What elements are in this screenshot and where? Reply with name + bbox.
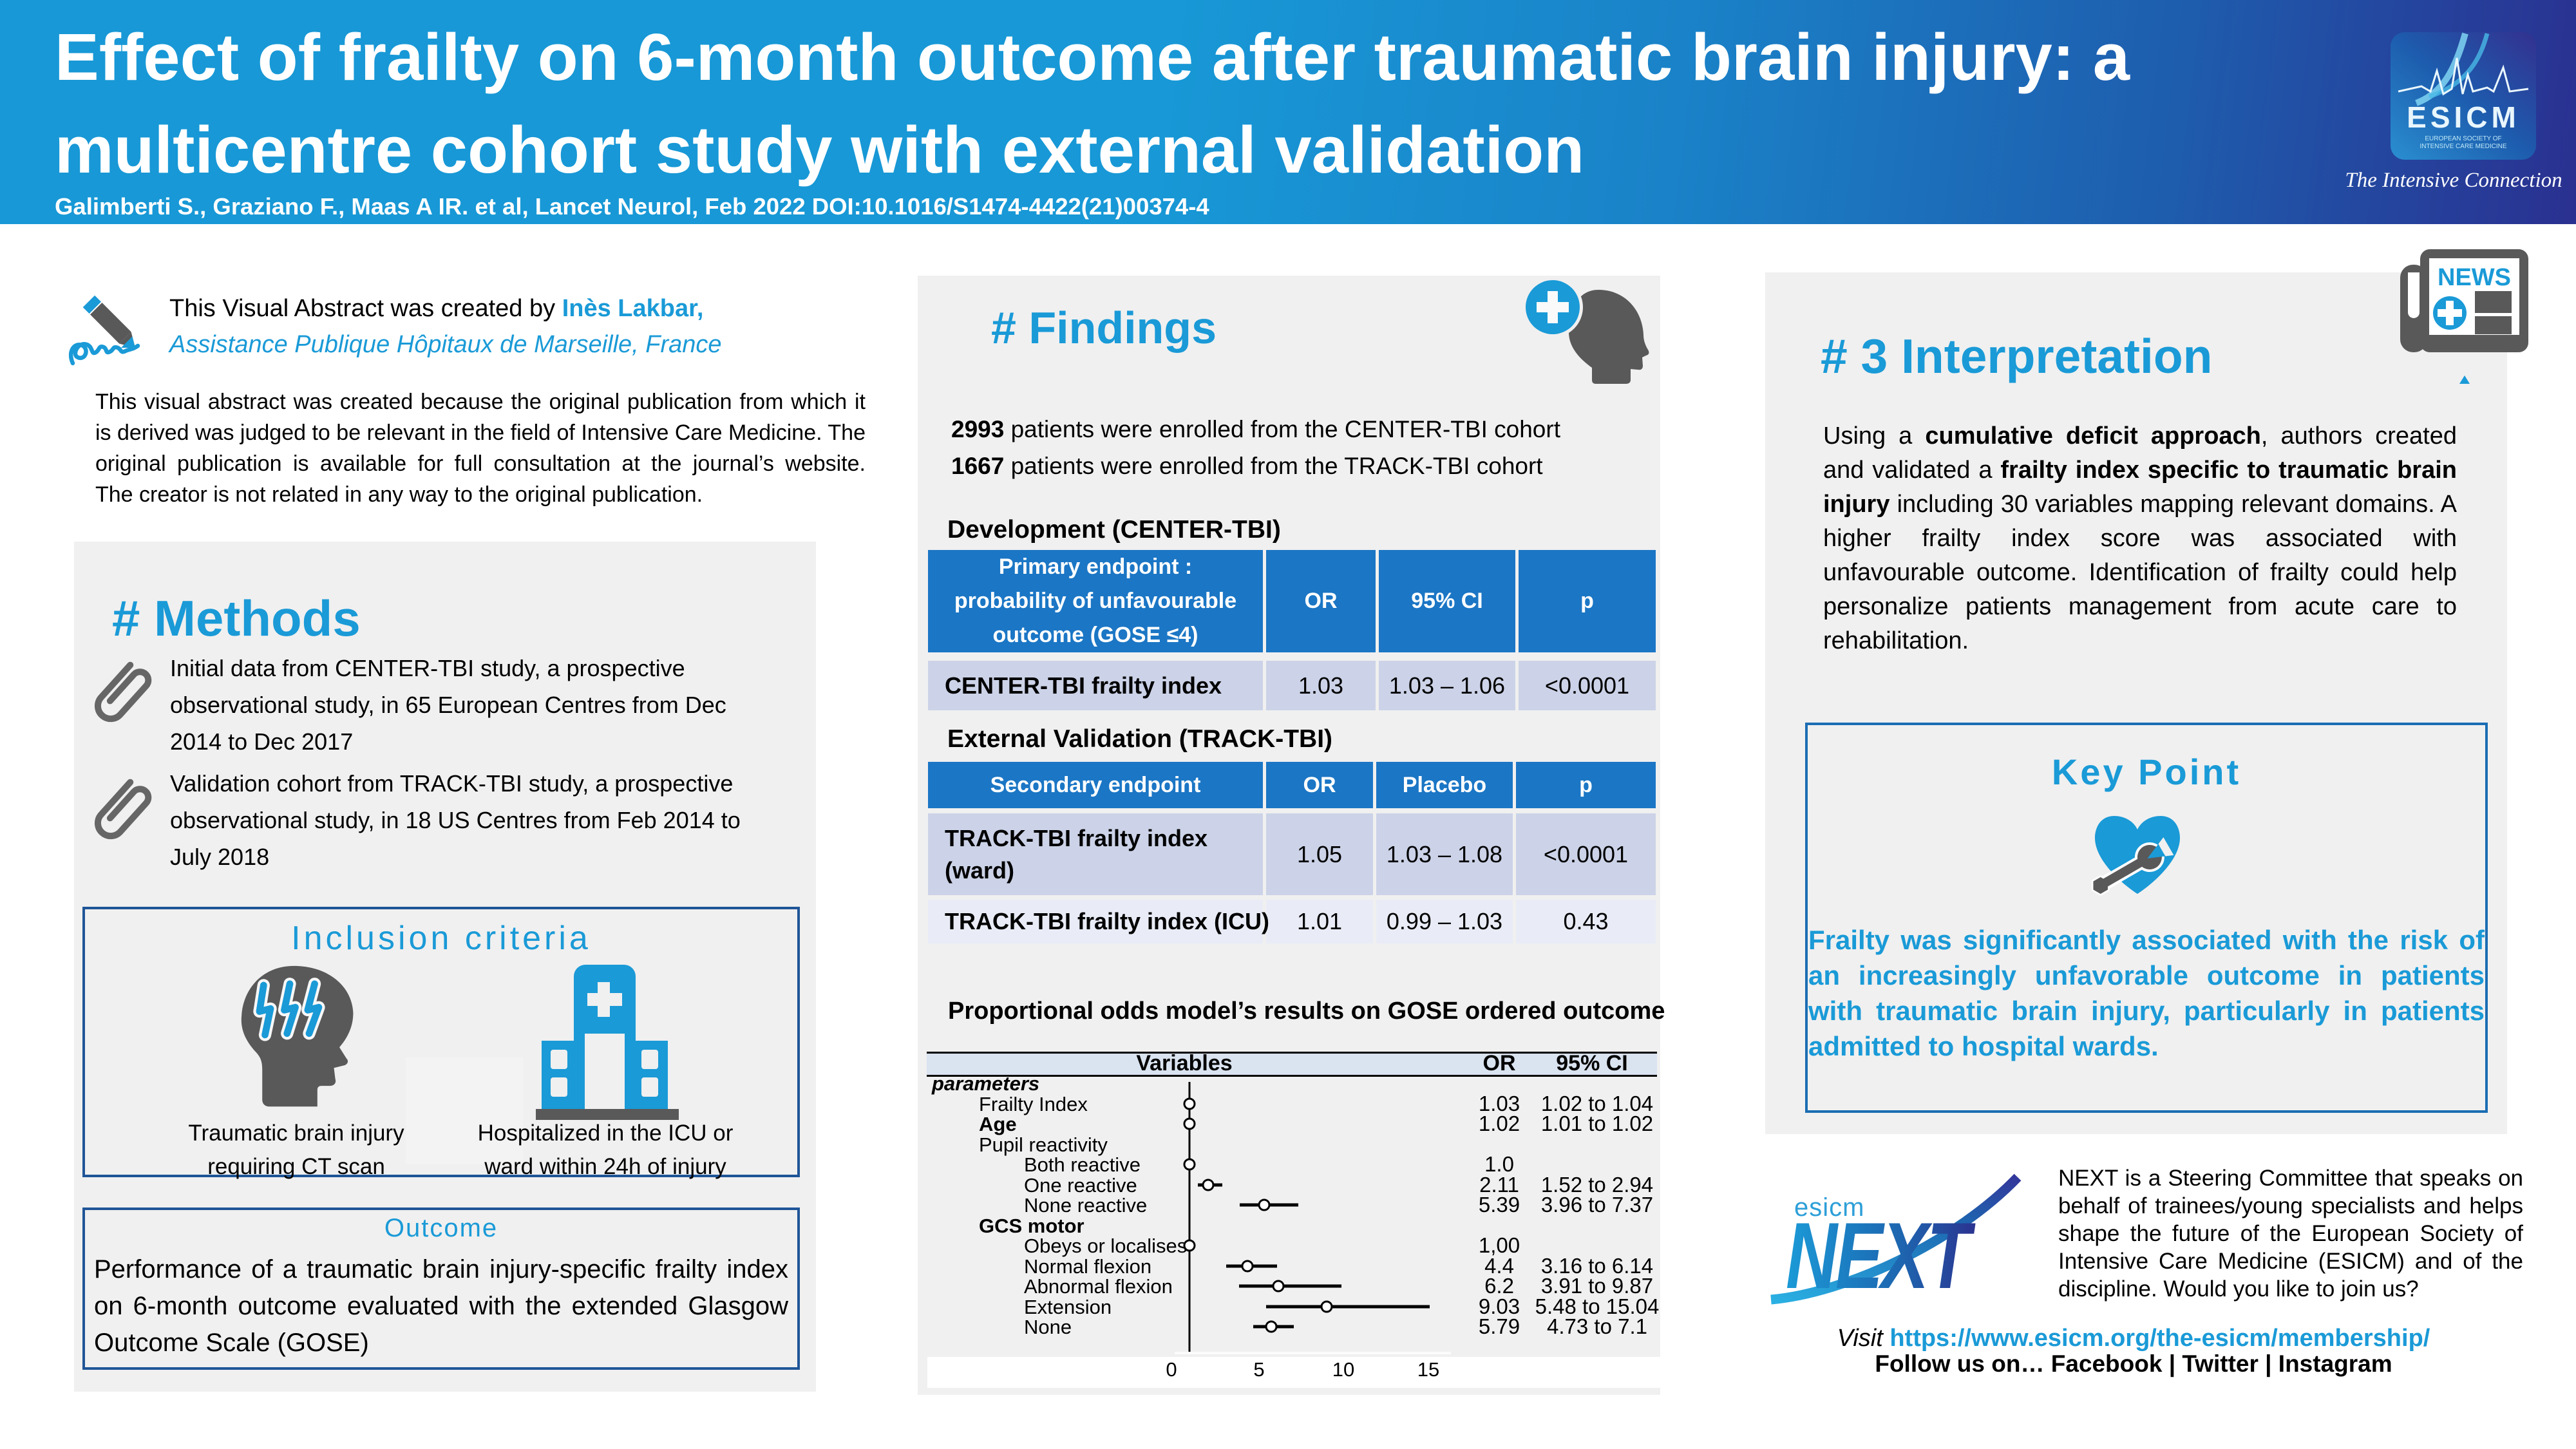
svg-text:5.79: 5.79: [1479, 1314, 1520, 1338]
svg-text:NEWS: NEWS: [2438, 264, 2511, 291]
svg-text:Abnormal flexion: Abnormal flexion: [1024, 1275, 1173, 1298]
svg-text:1.01 to 1.02: 1.01 to 1.02: [1541, 1112, 1653, 1135]
svg-text:OR: OR: [1483, 1051, 1516, 1075]
svg-text:NEXT: NEXT: [1786, 1204, 1976, 1308]
svg-text:Pupil reactivity: Pupil reactivity: [979, 1133, 1108, 1156]
svg-text:1.03: 1.03: [1479, 1092, 1520, 1115]
svg-text:1.02: 1.02: [1479, 1112, 1520, 1135]
svg-text:4.4: 4.4: [1484, 1254, 1514, 1278]
svg-text:1,00: 1,00: [1479, 1233, 1520, 1257]
svg-text:GCS motor: GCS motor: [979, 1215, 1084, 1237]
svg-text:Frailty Index: Frailty Index: [979, 1093, 1088, 1115]
svg-text:4.73 to 7.1: 4.73 to 7.1: [1547, 1314, 1647, 1338]
svg-text:5.48 to 15.04: 5.48 to 15.04: [1535, 1294, 1660, 1318]
svg-text:ESICM: ESICM: [2407, 100, 2520, 134]
svg-text:9.03: 9.03: [1479, 1294, 1520, 1318]
svg-text:INTENSIVE CARE MEDICINE: INTENSIVE CARE MEDICINE: [2420, 143, 2506, 150]
svg-text:Both reactive: Both reactive: [1024, 1153, 1141, 1176]
svg-text:3.96 to 7.37: 3.96 to 7.37: [1541, 1193, 1653, 1217]
svg-text:None reactive: None reactive: [1024, 1194, 1147, 1217]
svg-text:None: None: [1024, 1316, 1072, 1338]
svg-text:6.2: 6.2: [1484, 1274, 1514, 1298]
svg-text:esicm: esicm: [1794, 1193, 1864, 1222]
svg-text:Variables: Variables: [1136, 1051, 1232, 1075]
svg-text:parameters: parameters: [931, 1072, 1039, 1095]
svg-text:3.16 to 6.14: 3.16 to 6.14: [1541, 1254, 1653, 1278]
svg-text:2.11: 2.11: [1479, 1173, 1519, 1197]
svg-text:1.02 to 1.04: 1.02 to 1.04: [1541, 1092, 1653, 1115]
svg-text:3.91 to 9.87: 3.91 to 9.87: [1541, 1274, 1653, 1298]
svg-text:10: 10: [1332, 1358, 1354, 1381]
svg-text:15: 15: [1417, 1358, 1439, 1381]
svg-text:One reactive: One reactive: [1024, 1174, 1137, 1197]
svg-text:EUROPEAN SOCIETY OF: EUROPEAN SOCIETY OF: [2425, 135, 2501, 142]
svg-text:0: 0: [1166, 1358, 1177, 1381]
svg-text:1.52 to 2.94: 1.52 to 2.94: [1541, 1173, 1653, 1197]
svg-text:Obeys or localises: Obeys or localises: [1024, 1235, 1187, 1257]
svg-text:1.0: 1.0: [1484, 1152, 1514, 1176]
svg-text:Extension: Extension: [1024, 1296, 1112, 1318]
svg-text:Age: Age: [979, 1113, 1017, 1135]
svg-text:95% CI: 95% CI: [1556, 1051, 1628, 1075]
svg-text:5: 5: [1253, 1358, 1264, 1381]
svg-text:Normal flexion: Normal flexion: [1024, 1255, 1151, 1278]
svg-text:5.39: 5.39: [1479, 1193, 1520, 1217]
